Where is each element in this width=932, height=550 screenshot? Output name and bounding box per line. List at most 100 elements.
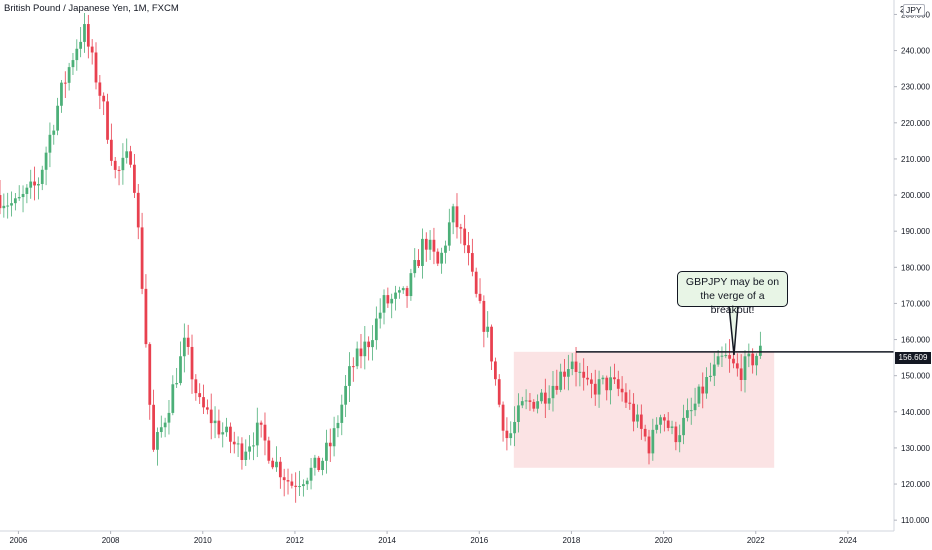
candle-body xyxy=(678,435,682,443)
x-tick-label: 2014 xyxy=(378,536,396,545)
candle-body xyxy=(86,24,90,47)
candle-body xyxy=(125,151,129,158)
currency-badge[interactable]: JPY xyxy=(903,4,925,16)
candle-body xyxy=(348,366,351,386)
candle-body xyxy=(716,356,720,365)
candle-body xyxy=(513,421,516,434)
candle-body xyxy=(709,375,712,378)
candle-body xyxy=(643,428,647,437)
candle-body xyxy=(121,157,125,171)
x-tick-label: 2010 xyxy=(194,536,212,545)
candle-body xyxy=(724,355,728,357)
candle-body xyxy=(405,288,409,297)
candle-body xyxy=(198,393,202,398)
candle-body xyxy=(386,295,390,304)
candle-body xyxy=(662,417,666,421)
candle-body xyxy=(275,461,278,468)
candle-body xyxy=(401,288,405,291)
breakout-callout: GBPJPY may be on the verge of a breakout… xyxy=(677,271,788,316)
candle-body xyxy=(593,383,597,395)
candle-body xyxy=(317,457,321,471)
x-tick-label: 2022 xyxy=(747,536,765,545)
candle-body xyxy=(605,377,609,391)
candle-body xyxy=(455,206,459,228)
candle-body xyxy=(156,432,159,450)
candle-body xyxy=(186,337,190,347)
candle-body xyxy=(524,400,528,402)
candle-body xyxy=(144,288,148,345)
candle-body xyxy=(109,139,113,161)
candle-body xyxy=(697,386,701,404)
candle-body xyxy=(574,361,578,372)
time-axis[interactable]: 2006 2008 2010 2012 2014 2016 2018 2020 2022 2024 xyxy=(10,531,858,545)
candle-body xyxy=(497,379,501,405)
candle-body xyxy=(232,441,236,445)
candle-body xyxy=(390,298,394,304)
candle-body xyxy=(244,451,248,460)
candle-body xyxy=(486,326,490,332)
candle-body xyxy=(282,477,286,481)
candle-body xyxy=(547,398,551,404)
candle-body xyxy=(517,405,520,422)
candle-body xyxy=(179,356,182,384)
candle-body xyxy=(240,443,244,460)
y-tick-label: 240.000 xyxy=(901,47,930,56)
candle-body xyxy=(359,348,363,357)
candle-body xyxy=(248,446,251,452)
candle-body xyxy=(578,371,582,373)
y-tick-label: 110.000 xyxy=(901,516,930,525)
candle-body xyxy=(2,205,6,209)
candle-body xyxy=(601,377,605,380)
candle-body xyxy=(52,130,56,135)
candle-body xyxy=(409,273,413,297)
candle-body xyxy=(482,300,486,332)
candle-body xyxy=(202,397,205,408)
candle-body xyxy=(712,364,716,376)
candle-body xyxy=(263,424,267,441)
candle-body xyxy=(636,414,639,422)
candle-body xyxy=(159,427,163,433)
candle-body xyxy=(75,48,79,61)
candle-body xyxy=(48,134,52,153)
candle-body xyxy=(182,337,186,357)
candle-body xyxy=(152,404,155,450)
candle-body xyxy=(467,245,470,254)
candle-body xyxy=(44,152,48,170)
candle-body xyxy=(190,346,194,380)
candle-body xyxy=(705,377,708,394)
candle-body xyxy=(0,195,2,209)
candle-body xyxy=(259,422,263,425)
candle-body xyxy=(221,432,225,435)
candle-body xyxy=(102,95,106,102)
candle-body xyxy=(394,292,397,299)
candle-body xyxy=(90,46,94,53)
x-tick-label: 2020 xyxy=(655,536,673,545)
candle-body xyxy=(520,401,524,406)
candle-body xyxy=(540,392,543,402)
candle-body xyxy=(113,160,117,170)
candle-body xyxy=(355,348,359,367)
candle-body xyxy=(659,417,662,425)
candle-body xyxy=(432,239,436,252)
candle-body xyxy=(509,433,513,439)
candle-body xyxy=(148,344,152,405)
candle-body xyxy=(551,385,555,399)
y-tick-label: 230.000 xyxy=(901,83,930,92)
candle-body xyxy=(528,400,532,402)
candle-body xyxy=(436,251,440,264)
candle-body xyxy=(751,353,755,366)
y-tick-label: 140.000 xyxy=(901,408,930,417)
candle-body xyxy=(632,403,636,422)
candle-body xyxy=(351,366,355,368)
candle-body xyxy=(459,227,463,229)
candle-body xyxy=(747,353,751,357)
candle-body xyxy=(278,461,282,478)
candle-body xyxy=(229,426,232,442)
candle-body xyxy=(37,183,40,186)
candle-body xyxy=(655,424,659,430)
candle-body xyxy=(743,356,747,380)
candle-body xyxy=(536,401,540,409)
candle-body xyxy=(505,430,509,439)
